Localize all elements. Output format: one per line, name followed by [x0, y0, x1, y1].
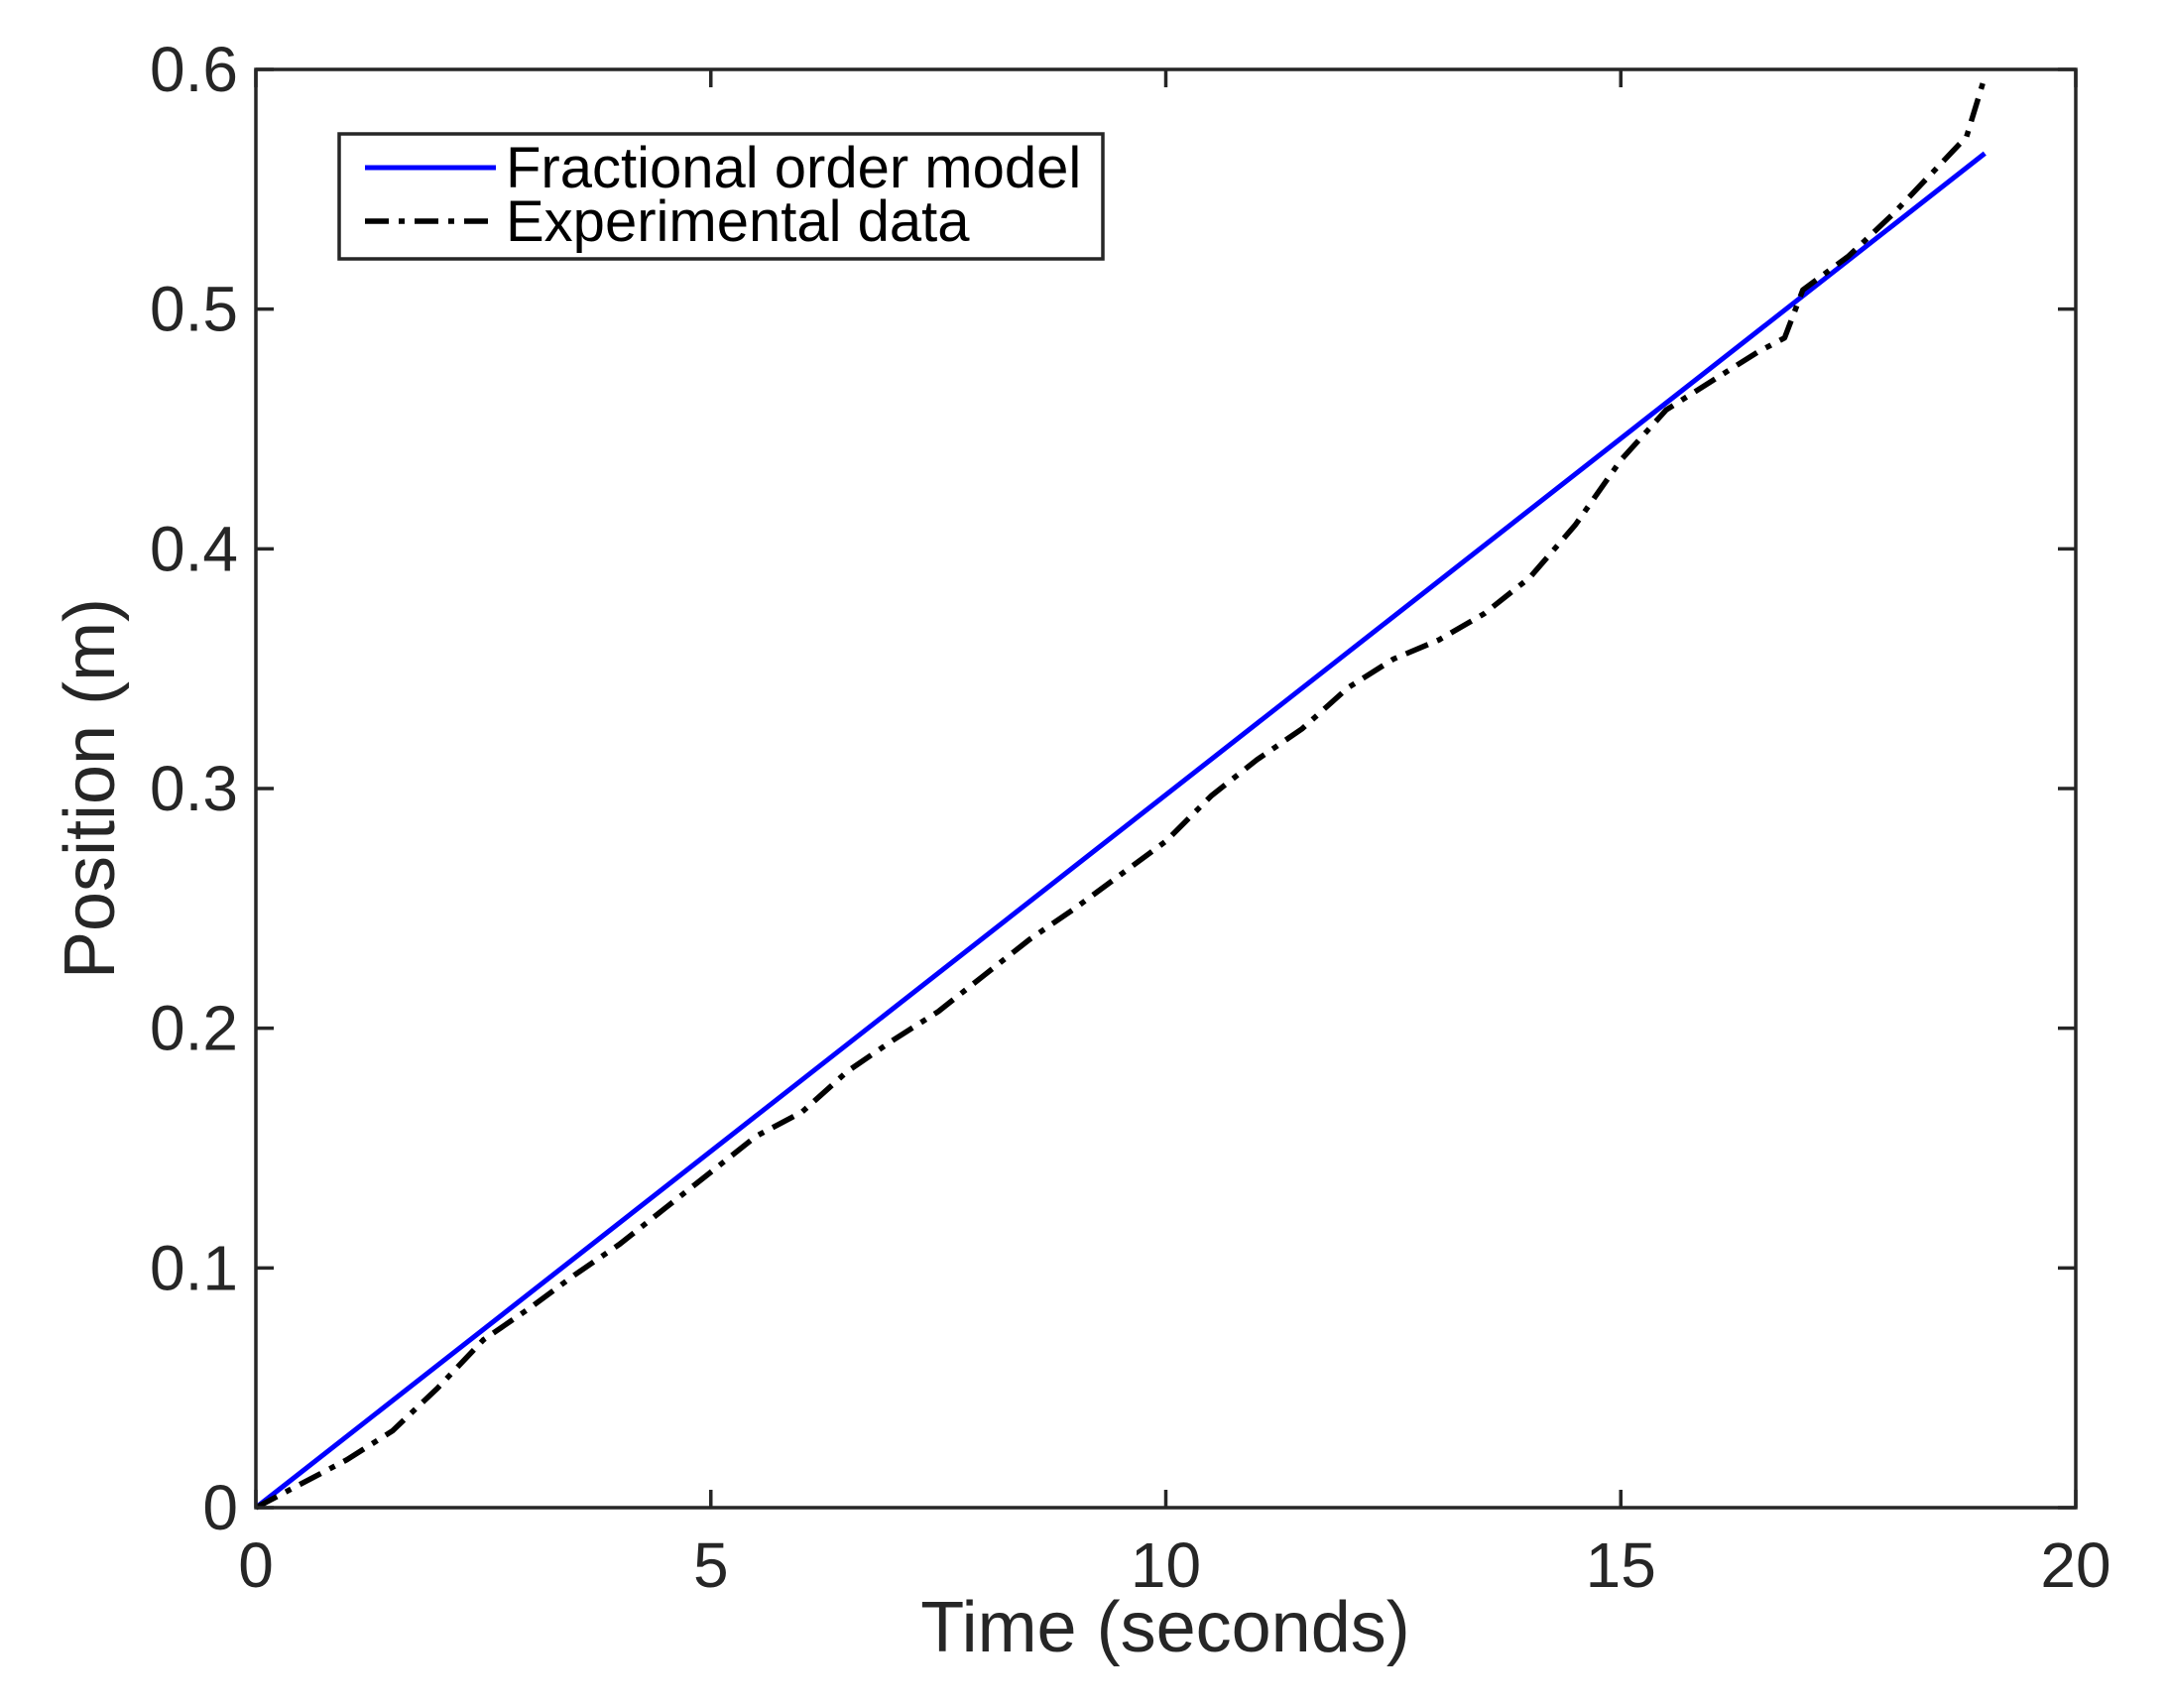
x-axis-label: Time (seconds): [920, 1588, 1409, 1667]
y-tick-label: 0.4: [150, 513, 238, 584]
y-tick-label: 0.3: [150, 753, 238, 824]
x-tick-label: 0: [238, 1529, 274, 1601]
tick-labels: 0 5 10 15 20 0 0.1 0.2 0.3 0.4 0.5 0.6: [150, 34, 2111, 1601]
legend: Fractional order model Experimental data: [337, 132, 1105, 261]
legend-label-experimental: Experimental data: [506, 189, 970, 254]
y-tick-label: 0: [202, 1472, 238, 1543]
legend-box: [337, 132, 1105, 261]
x-tick-label: 5: [693, 1529, 729, 1601]
y-axis-label: Position (m): [51, 598, 130, 979]
y-tick-label: 0.1: [150, 1232, 238, 1303]
y-tick-label: 0.6: [150, 34, 238, 105]
legend-label-model: Fractional order model: [506, 136, 1081, 200]
y-tick-label: 0.5: [150, 274, 238, 345]
y-tick-label: 0.2: [150, 993, 238, 1064]
series-layer: [254, 75, 1987, 1511]
x-tick-label: 20: [2040, 1529, 2110, 1601]
series-line-experimental: [254, 75, 1987, 1511]
series-line-model: [254, 151, 1987, 1510]
x-tick-label: 15: [1586, 1529, 1656, 1601]
x-tick-label: 10: [1131, 1529, 1201, 1601]
axes-frame: [254, 67, 2078, 1510]
